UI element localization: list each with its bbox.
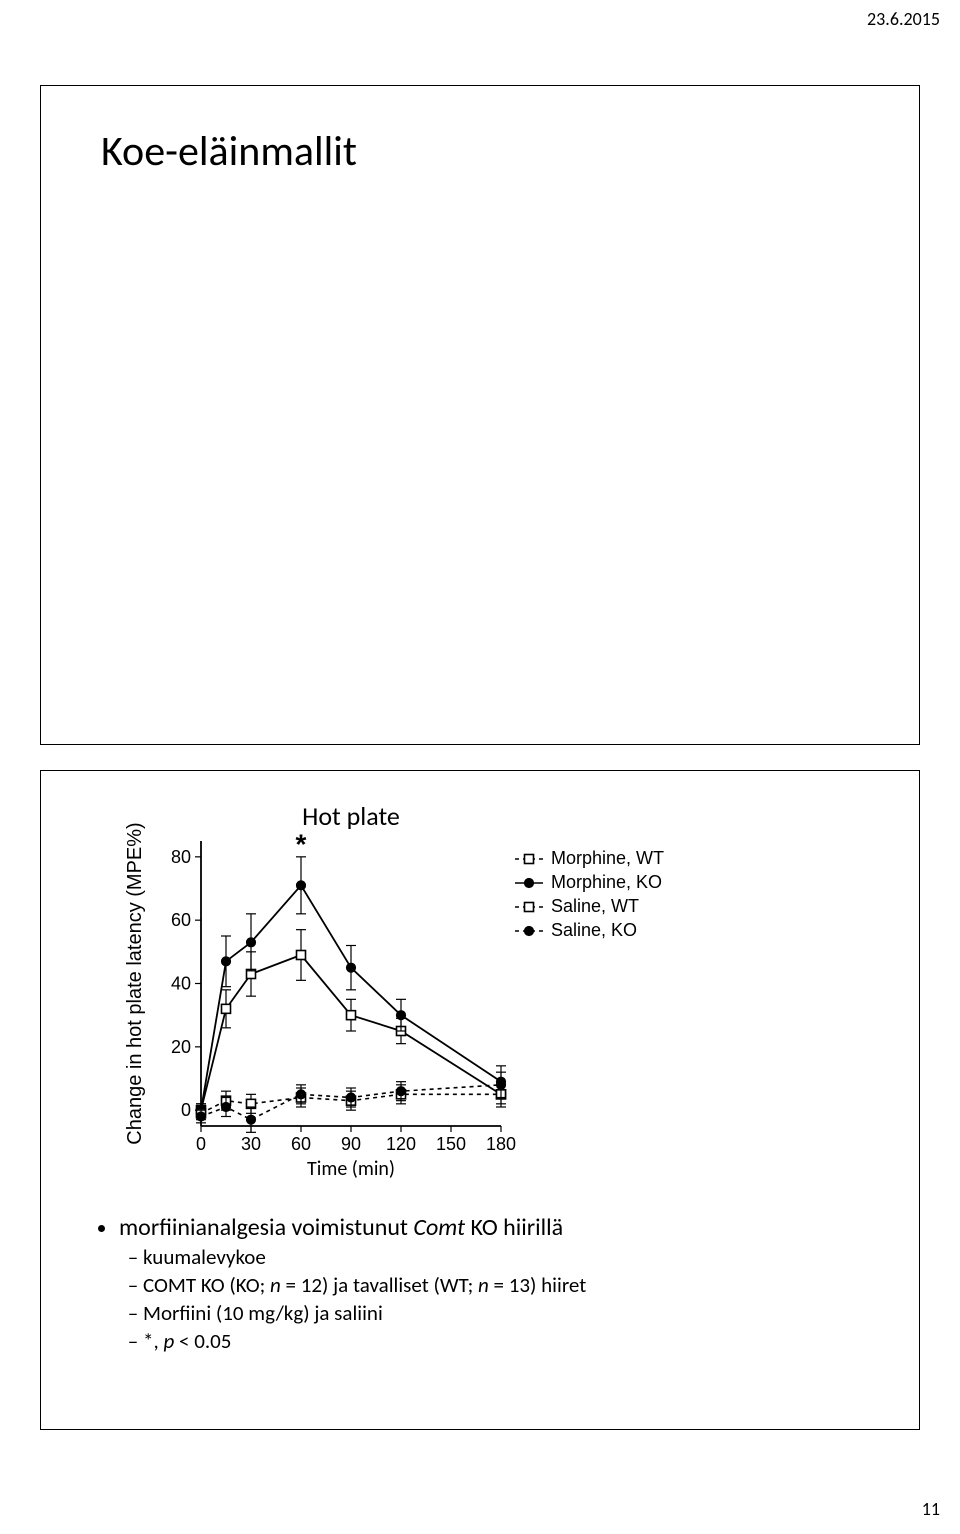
svg-text:Change in hot plate latency (M: Change in hot plate latency (MPE%) [124,822,146,1144]
sub-bullet-4: *, p < 0.05 [143,1328,879,1354]
hot-plate-chart: Hot plate 0 20 40 60 80 0 30 60 90 120 150 180 Time (… [121,801,681,1181]
svg-text:Time (min): Time (min) [307,1157,395,1181]
svg-text:150: 150 [436,1134,466,1154]
bullet-main-pre: morfiinianalgesia voimistunut [119,1213,413,1242]
svg-text:180: 180 [486,1134,516,1154]
chart-container: Hot plate 0 20 40 60 80 0 30 60 90 120 150 180 Time (… [121,801,681,1181]
svg-text:Saline, WT: Saline, WT [551,896,639,916]
page-number: 11 [922,1498,940,1520]
svg-text:Hot plate: Hot plate [302,801,400,832]
sub-bullet-2: COMT KO (KO; n = 12) ja tavalliset (WT; … [143,1272,879,1298]
header-date: 23.6.2015 [867,8,940,30]
svg-text:Morphine, KO: Morphine, KO [551,872,662,892]
svg-text:Saline, KO: Saline, KO [551,920,637,940]
svg-text:80: 80 [171,847,191,867]
sub-bullet-3: Morfiini (10 mg/kg) ja saliini [143,1300,879,1326]
svg-text:0: 0 [181,1100,191,1120]
slide-1: Koe-eläinmallit [40,85,920,745]
svg-text:90: 90 [341,1134,361,1154]
bullet-list: morfiinianalgesia voimistunut Comt KO hi… [101,1211,879,1356]
sub-bullet-1: kuumalevykoe [143,1244,879,1270]
svg-text:Morphine, WT: Morphine, WT [551,848,664,868]
svg-text:60: 60 [291,1134,311,1154]
slide-1-title: Koe-eläinmallit [101,126,357,177]
page: 23.6.2015 11 Koe-eläinmallit Hot plate 0 2… [0,0,960,1534]
svg-text:40: 40 [171,974,191,994]
bullet-main-rest: KO hiirillä [470,1213,563,1242]
bullet-main: morfiinianalgesia voimistunut Comt KO hi… [119,1213,879,1354]
svg-text:20: 20 [171,1037,191,1057]
svg-text:0: 0 [196,1134,206,1154]
slide-2: Hot plate 0 20 40 60 80 0 30 60 90 120 150 180 Time (… [40,770,920,1430]
svg-text:30: 30 [241,1134,261,1154]
bullet-main-italic: Comt [413,1213,470,1242]
svg-text:120: 120 [386,1134,416,1154]
svg-text:60: 60 [171,910,191,930]
svg-text:*: * [296,829,307,860]
